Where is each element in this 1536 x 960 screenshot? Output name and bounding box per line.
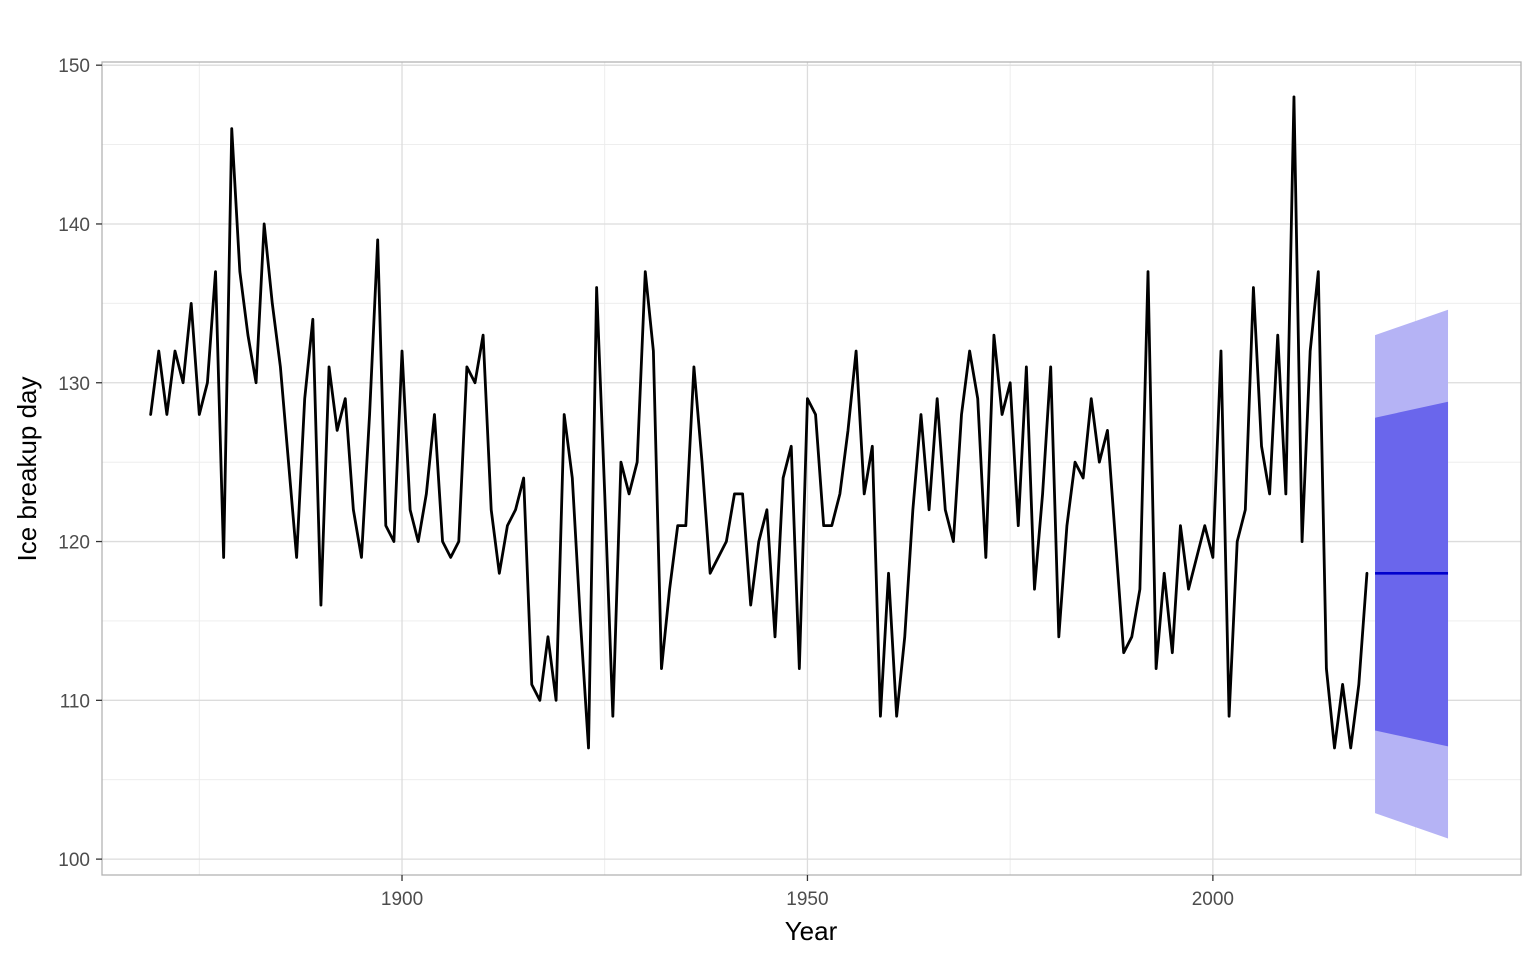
grid-major (102, 62, 1521, 875)
series-layer (149, 95, 1369, 750)
y-tick-label: 120 (58, 533, 90, 554)
y-tick-label: 110 (60, 691, 90, 712)
x-tick-label: 1950 (786, 889, 828, 910)
y-tick-label: 130 (58, 374, 90, 395)
y-tick-label: 100 (58, 850, 90, 871)
series-line (149, 95, 1369, 750)
y-axis-title: Ice breakup day (12, 376, 42, 561)
x-tick-label: 1900 (381, 889, 423, 910)
x-tick-label: 2000 (1192, 889, 1234, 910)
x-axis-title: Year (785, 916, 838, 946)
x-axis-ticks: 1900 1950 2000 (381, 875, 1234, 910)
panel-border (101, 61, 1522, 876)
grid-minor (102, 62, 1521, 875)
y-tick-label: 140 (58, 215, 90, 236)
y-axis-ticks: 100 110 120 130 140 150 (58, 56, 102, 871)
y-tick-label: 150 (58, 56, 90, 77)
forecast-bands (1375, 309, 1449, 839)
